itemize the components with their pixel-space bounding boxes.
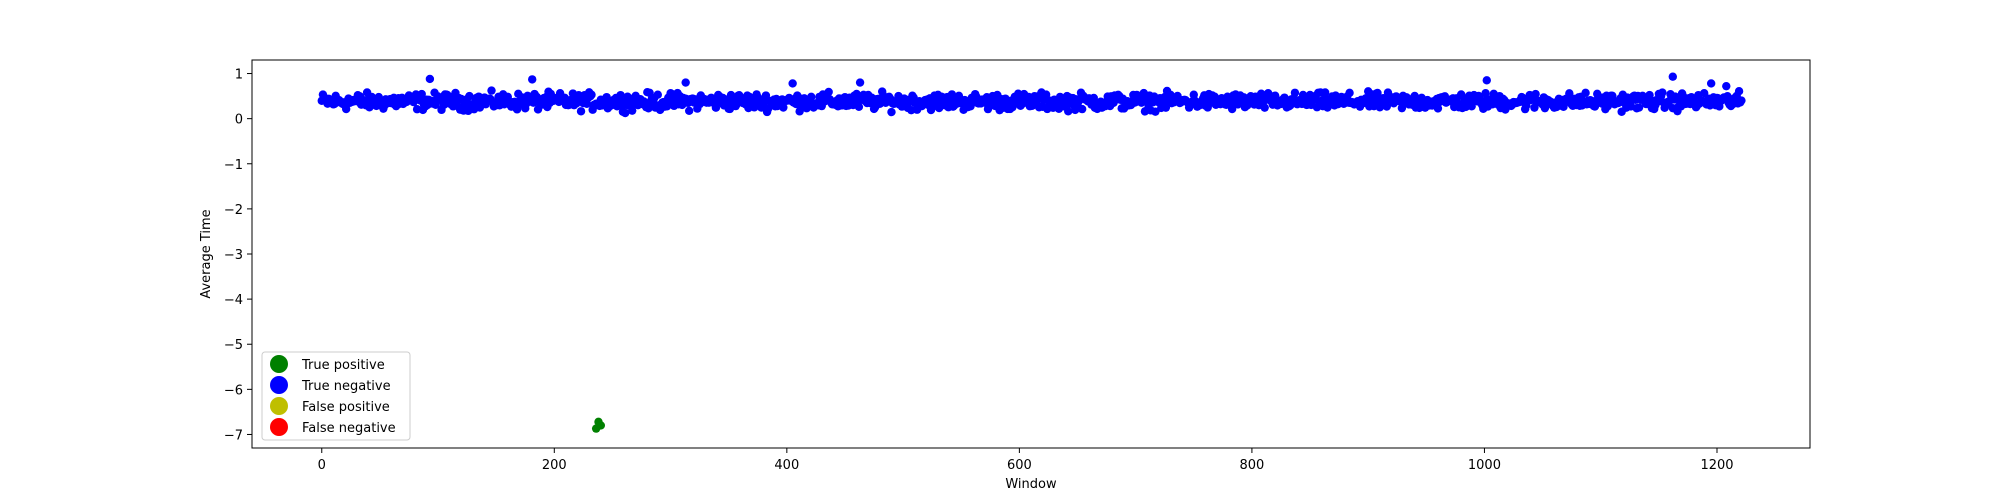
- y-tick-label: −2: [224, 203, 243, 218]
- x-axis-ticks: 0 200 400 600 800 1000 1200: [318, 448, 1734, 473]
- x-tick-label: 800: [1239, 458, 1264, 473]
- true-negative-point: [341, 104, 351, 114]
- true-negative-point: [1064, 107, 1073, 116]
- true-negative-point: [854, 102, 864, 111]
- true-negative-point: [1559, 102, 1568, 111]
- x-axis-label: Window: [1005, 477, 1057, 492]
- y-tick-label: −4: [224, 293, 243, 308]
- true-negative-point: [1531, 89, 1540, 99]
- true-negative-point: [1734, 87, 1744, 96]
- true-negative-point: [528, 75, 537, 84]
- legend-label: False positive: [302, 400, 390, 415]
- true-negative-point: [1397, 103, 1407, 113]
- true-negative-point: [681, 78, 690, 87]
- y-tick-label: −5: [224, 338, 243, 353]
- legend: True positive True negative False positive…: [261, 351, 411, 441]
- true-negative-point: [576, 107, 586, 116]
- true-negative-point: [1260, 103, 1269, 112]
- legend-marker: [270, 355, 288, 373]
- true-negative-point: [1382, 102, 1391, 111]
- true-negative-point: [1722, 81, 1731, 91]
- y-axis-ticks: 1 0 −1 −2 −3 −4 −5 −6 −7: [224, 68, 252, 443]
- true-positive-point: [596, 421, 606, 430]
- true-negative-point: [1227, 104, 1237, 114]
- legend-label: False negative: [302, 421, 396, 436]
- true-negative-point: [1345, 88, 1354, 98]
- true-negative-point: [616, 90, 625, 100]
- true-negative-point: [947, 90, 957, 99]
- true-negative-point: [1634, 103, 1644, 112]
- legend-label: True positive: [301, 358, 385, 373]
- y-tick-label: 1: [235, 68, 243, 83]
- true-negative-point: [653, 90, 662, 99]
- x-tick-label: 1000: [1468, 458, 1501, 473]
- y-tick-label: −6: [224, 383, 243, 398]
- y-tick-label: −7: [224, 428, 243, 443]
- y-tick-label: 0: [235, 113, 243, 128]
- x-tick-label: 400: [774, 458, 799, 473]
- true-negative-point: [512, 105, 522, 114]
- true-negative-point: [764, 104, 773, 113]
- true-negative-point: [1290, 88, 1300, 97]
- legend-box: [261, 351, 411, 441]
- true-negative-point: [1608, 91, 1617, 101]
- legend-marker: [270, 397, 288, 415]
- x-tick-label: 0: [318, 458, 326, 473]
- true-negative-point: [1077, 104, 1087, 114]
- true-negative-point: [621, 108, 630, 118]
- x-tick-label: 600: [1007, 458, 1032, 473]
- true-negative-point: [824, 87, 833, 97]
- true-negative-point: [1565, 89, 1574, 98]
- true-negative-point: [1668, 72, 1678, 81]
- true-negative-point: [788, 79, 797, 88]
- true-negative-point: [1433, 104, 1443, 113]
- true-negative-point: [1320, 88, 1330, 97]
- true-negative-point: [1373, 88, 1382, 98]
- true-negative-point: [425, 74, 435, 84]
- true-negative-point: [417, 89, 426, 99]
- legend-label: True negative: [301, 379, 391, 394]
- plot-frame: [251, 59, 1811, 449]
- true-negative-point: [887, 107, 896, 117]
- true-negative-point: [1481, 89, 1490, 98]
- y-tick-label: −3: [224, 248, 243, 263]
- legend-marker: [270, 376, 288, 394]
- true-negative-point: [807, 92, 816, 102]
- true-negative-point: [1737, 96, 1746, 105]
- true-negative-point: [1723, 91, 1732, 101]
- true-negative-point: [1482, 76, 1491, 85]
- true-negative-point: [627, 106, 637, 115]
- y-tick-label: −1: [224, 158, 243, 173]
- legend-marker: [270, 418, 288, 436]
- true-negative-point: [1706, 79, 1716, 88]
- true-negative-point: [855, 78, 865, 87]
- x-tick-label: 200: [542, 458, 567, 473]
- true-negative-point: [966, 102, 975, 111]
- x-tick-label: 1200: [1700, 458, 1733, 473]
- data-points-layer: [317, 72, 1746, 433]
- true-negative-point: [684, 106, 694, 115]
- true-negative-point: [1166, 90, 1175, 100]
- true-negative-point: [644, 104, 653, 113]
- true-negative-point: [1699, 88, 1709, 98]
- true-negative-point: [487, 86, 496, 95]
- true-negative-point: [465, 91, 474, 101]
- true-negative-point: [1581, 88, 1590, 98]
- true-negative-point: [1658, 88, 1667, 97]
- true-negative-point: [587, 90, 596, 99]
- y-axis-label: Average Time: [199, 209, 214, 298]
